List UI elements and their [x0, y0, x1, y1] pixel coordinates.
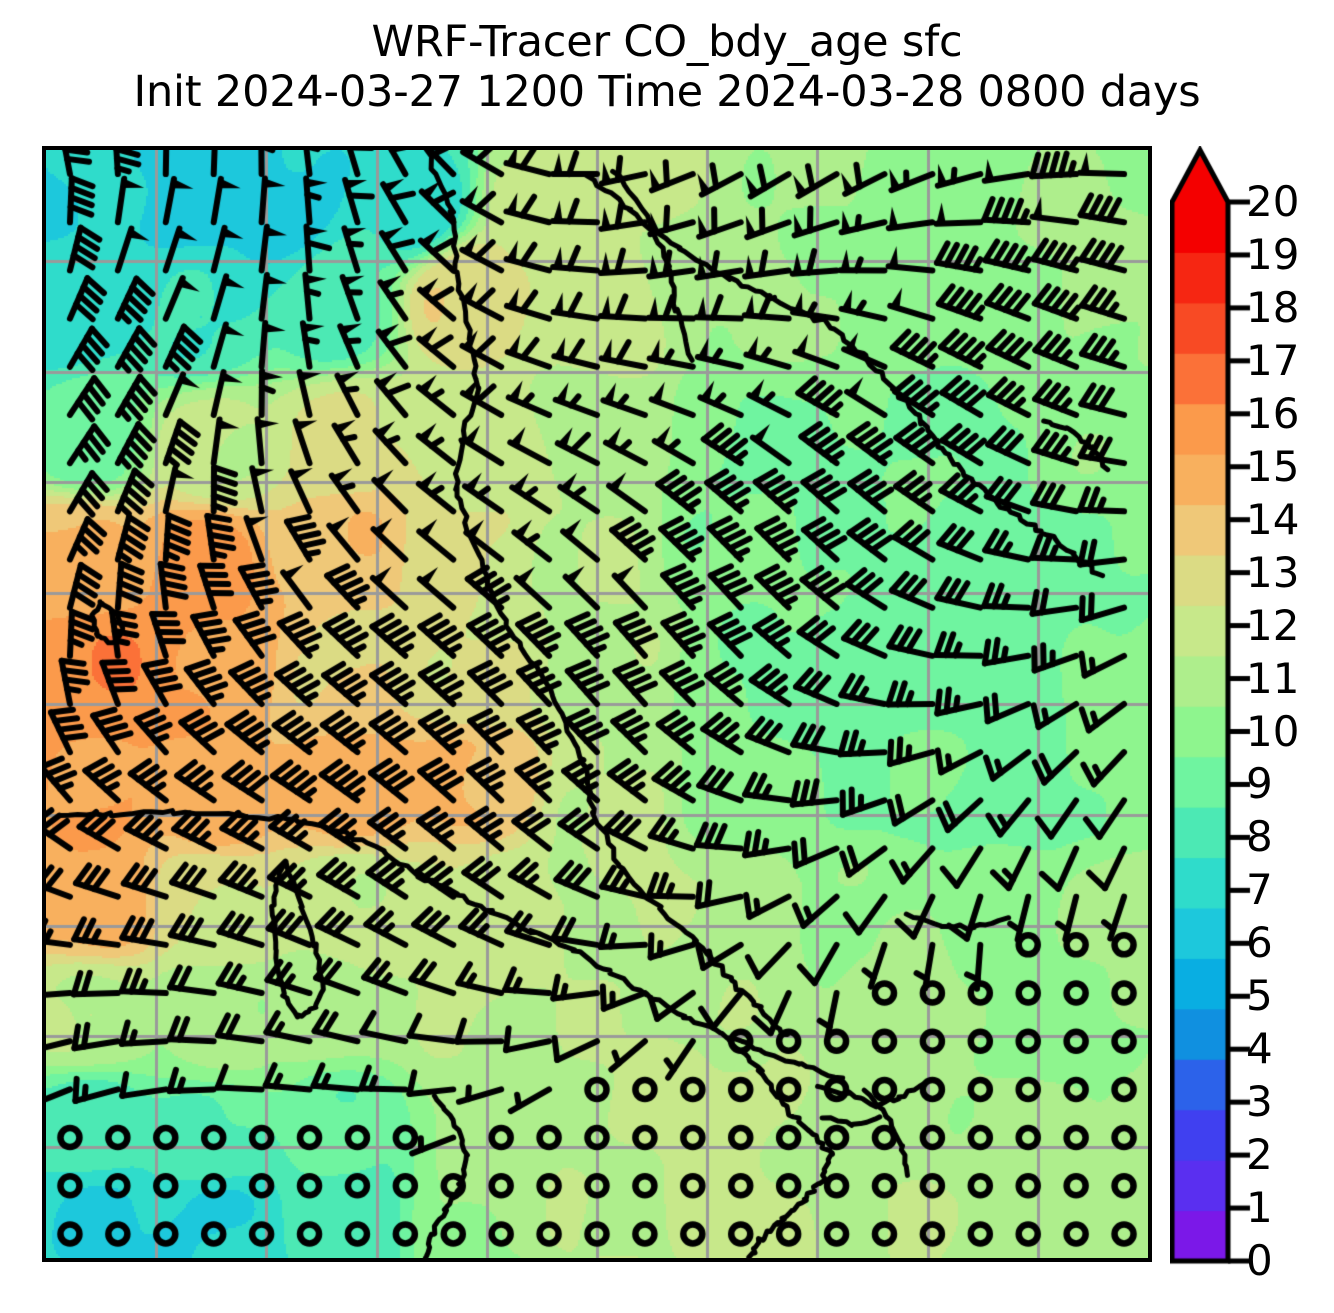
colorbar-tick-7: 7	[1246, 865, 1273, 915]
colorbar-tick-2: 2	[1246, 1130, 1273, 1180]
contour-field-canvas	[46, 150, 1148, 1258]
title-line-2-text: Init 2024-03-27 1200 Time 2024-03-28 080…	[133, 66, 1087, 117]
colorbar-tick-0: 0	[1246, 1236, 1273, 1285]
colorbar-tick-12: 12	[1246, 600, 1300, 650]
colorbar-canvas	[1170, 146, 1334, 1266]
colorbar-tick-4: 4	[1246, 1024, 1273, 1074]
colorbar-tick-18: 18	[1246, 282, 1300, 332]
colorbar-ticklabels: 20 19 18 17 16 15 14 13 12 11 10 9 8 7 6 5 4 3 2 1 0	[1246, 146, 1334, 1282]
colorbar-tick-6: 6	[1246, 918, 1273, 968]
colorbar-tick-5: 5	[1246, 971, 1273, 1021]
title-line-1: WRF-Tracer CO_bdy_age sfc	[371, 17, 963, 67]
colorbar-tick-17: 17	[1246, 335, 1300, 385]
colorbar-units-label: days	[1099, 66, 1201, 117]
colorbar-tick-16: 16	[1246, 388, 1300, 438]
colorbar-tick-14: 14	[1246, 494, 1300, 544]
colorbar[interactable]	[1170, 146, 1334, 1266]
colorbar-tick-13: 13	[1246, 547, 1300, 597]
figure-title: WRF-Tracer CO_bdy_age sfc Init 2024-03-2…	[0, 17, 1334, 118]
colorbar-tick-11: 11	[1246, 653, 1300, 703]
colorbar-tick-10: 10	[1246, 706, 1300, 756]
colorbar-tick-9: 9	[1246, 759, 1273, 809]
colorbar-tick-8: 8	[1246, 812, 1273, 862]
colorbar-tick-15: 15	[1246, 441, 1300, 491]
colorbar-tick-1: 1	[1246, 1183, 1273, 1233]
colorbar-tick-19: 19	[1246, 229, 1300, 279]
title-line-2: Init 2024-03-27 1200 Time 2024-03-28 080…	[0, 66, 1334, 118]
colorbar-tick-20: 20	[1246, 177, 1300, 226]
colorbar-tick-3: 3	[1246, 1077, 1273, 1127]
map-plot-area[interactable]	[42, 146, 1152, 1262]
